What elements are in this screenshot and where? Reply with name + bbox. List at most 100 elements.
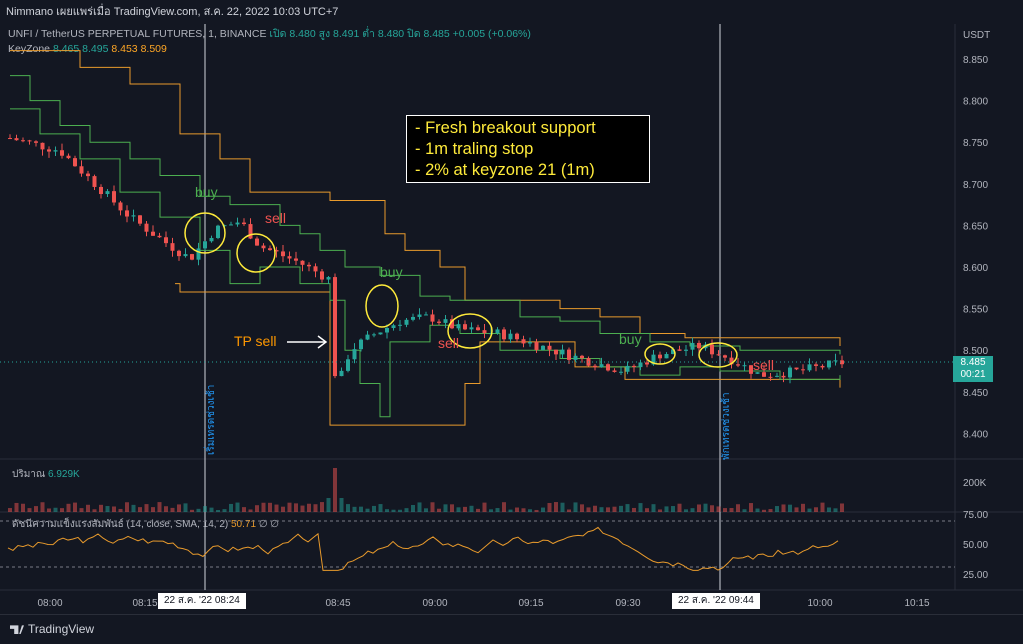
candle-body-71 xyxy=(469,327,474,330)
volume-bar-8 xyxy=(60,508,64,512)
tp-arrow-head xyxy=(317,335,328,349)
candle-body-22 xyxy=(151,231,155,236)
candle-body-120 xyxy=(788,367,792,378)
keyzone-value-2: 8.495 xyxy=(82,43,109,55)
candle-body-58 xyxy=(385,328,389,333)
candle-body-29 xyxy=(196,248,201,260)
candle-body-62 xyxy=(411,316,415,320)
volume-bar-82 xyxy=(541,507,545,512)
rsi-tick-25: 25.00 xyxy=(963,570,988,581)
volume-bar-73 xyxy=(482,502,487,512)
candle-body-104 xyxy=(684,349,688,351)
volume-bar-72 xyxy=(476,508,480,512)
volume-bar-69 xyxy=(456,507,461,512)
candle-body-93 xyxy=(612,370,617,372)
label-sell-1: sell xyxy=(265,210,286,226)
rsi-line xyxy=(7,526,839,571)
volume-bar-109 xyxy=(716,506,721,512)
candle-body-54 xyxy=(359,339,363,350)
candle-body-95 xyxy=(625,365,630,372)
candle-body-52 xyxy=(346,359,350,371)
candle-body-102 xyxy=(671,349,675,355)
candle-body-76 xyxy=(502,329,506,340)
candle-body-123 xyxy=(807,364,812,371)
volume-bar-18 xyxy=(125,502,129,512)
circle-buy-2 xyxy=(365,284,399,328)
candle-body-60 xyxy=(398,324,402,326)
last-price: 8.485 xyxy=(960,357,986,368)
volume-bar-39 xyxy=(261,502,266,512)
currency-label: USDT xyxy=(963,30,990,41)
x-tick-0: 08:00 xyxy=(37,598,62,609)
candle-body-3 xyxy=(27,140,32,142)
candle-body-90 xyxy=(593,365,597,368)
volume-bar-56 xyxy=(372,505,376,512)
candle-body-100 xyxy=(658,354,662,359)
candle-body-33 xyxy=(222,225,227,227)
volume-bar-103 xyxy=(677,503,682,512)
candle-body-46 xyxy=(307,264,311,267)
candle-body-53 xyxy=(352,349,357,360)
volume-bar-110 xyxy=(723,508,727,512)
symbol-name[interactable]: UNFI / TetherUS PERPETUAL FUTURES, 1, BI… xyxy=(8,28,267,40)
keyzone-label[interactable]: KeyZone xyxy=(8,43,51,55)
candle-body-77 xyxy=(508,333,513,340)
annotation-line-2: - 1m traling stop xyxy=(415,140,534,158)
time-tag-2: 22 ส.ค. '22 09:44 xyxy=(672,593,760,609)
volume-bar-111 xyxy=(729,508,734,512)
candle-body-16 xyxy=(112,191,116,203)
volume-bar-118 xyxy=(775,506,779,512)
volume-bar-123 xyxy=(807,508,812,512)
candle-body-26 xyxy=(177,250,181,257)
candle-body-112 xyxy=(736,364,740,366)
candle-body-0 xyxy=(8,138,12,140)
volume-bar-33 xyxy=(222,509,227,512)
volume-bar-94 xyxy=(619,505,623,512)
volume-bar-124 xyxy=(814,507,818,512)
candle-body-37 xyxy=(248,224,253,239)
volume-bar-32 xyxy=(216,509,220,512)
volume-bar-2 xyxy=(21,503,25,512)
label-buy-3: buy xyxy=(619,331,642,347)
rsi-label: ดัชนีความแข็งแรงสัมพันธ์ (14, close, SMA… xyxy=(12,516,279,530)
candle-body-78 xyxy=(515,333,519,340)
volume-bar-45 xyxy=(300,505,305,512)
volume-bar-71 xyxy=(469,505,474,512)
candle-body-20 xyxy=(138,215,142,224)
volume-bar-35 xyxy=(235,502,240,512)
candle-body-105 xyxy=(690,342,695,350)
volume-bar-49 xyxy=(326,498,331,512)
candles xyxy=(8,134,844,384)
keyzone-value-3: 8.453 xyxy=(111,43,138,55)
volume-bar-51 xyxy=(339,498,344,512)
candle-body-70 xyxy=(463,324,467,330)
candle-body-101 xyxy=(664,354,669,359)
candle-body-119 xyxy=(781,375,786,378)
x-tick-4: 09:15 xyxy=(518,598,543,609)
candle-body-7 xyxy=(53,150,58,152)
label-sell-3: sell xyxy=(753,357,774,373)
candle-body-124 xyxy=(814,364,818,366)
x-axis-ticks: 08:00 08:15 08:45 09:00 09:15 09:30 10:00 10:15 xyxy=(37,598,929,609)
candle-body-38 xyxy=(255,238,259,246)
candle-body-27 xyxy=(183,254,188,257)
volume-bar-79 xyxy=(521,508,526,512)
volume-bars xyxy=(8,468,844,512)
footer-bar: TradingView xyxy=(0,614,1023,643)
candle-body-32 xyxy=(216,225,220,238)
candle-body-44 xyxy=(294,258,298,261)
candle-body-42 xyxy=(281,251,285,257)
footer-brand[interactable]: TradingView xyxy=(28,622,95,636)
candle-body-66 xyxy=(437,321,441,323)
candle-body-110 xyxy=(723,355,727,358)
volume-bar-93 xyxy=(612,506,617,512)
price-chart[interactable]: USDT 8.850 8.800 8.750 8.700 8.650 8.600 8.550… xyxy=(0,0,1023,614)
volume-bar-36 xyxy=(242,507,246,512)
bar-countdown: 00:21 xyxy=(960,369,986,380)
candle-body-63 xyxy=(417,314,422,317)
volume-bar-108 xyxy=(710,505,714,512)
candle-body-55 xyxy=(365,334,370,340)
candle-body-15 xyxy=(105,191,110,195)
volume-bar-63 xyxy=(417,502,422,512)
volume-bar-14 xyxy=(99,504,103,512)
